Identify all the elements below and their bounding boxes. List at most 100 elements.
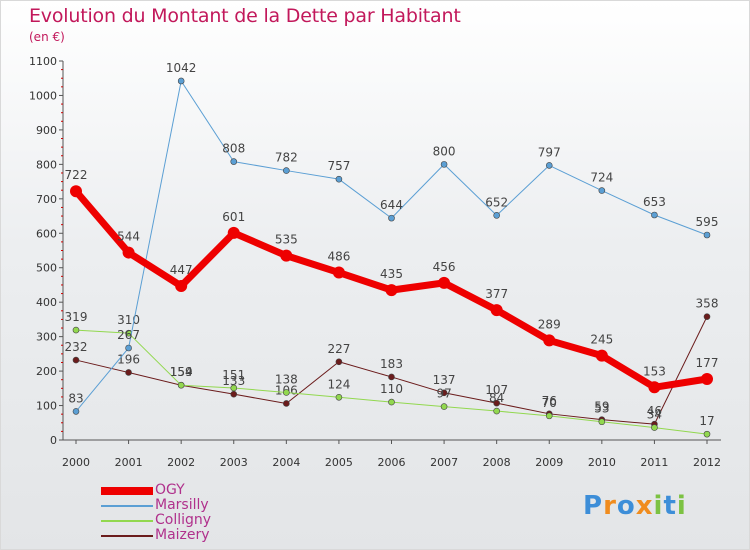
data-label-ogy: 447: [170, 263, 193, 277]
data-label-maizery: 76: [542, 394, 557, 408]
data-point-maizery: [703, 313, 711, 320]
data-label-marsilly: 757: [327, 159, 350, 173]
data-point-ogy: [280, 249, 293, 262]
data-label-marsilly: 782: [275, 151, 298, 165]
data-label-ogy: 535: [275, 233, 298, 247]
data-point-colligny: [72, 326, 80, 334]
data-label-ogy: 245: [590, 333, 613, 347]
data-label-marsilly: 652: [485, 195, 508, 209]
data-point-colligny: [283, 389, 290, 396]
legend-swatch: [101, 504, 153, 507]
data-label-colligny: 138: [275, 372, 298, 386]
logo-letter: i: [653, 491, 664, 521]
data-label-ogy: 544: [117, 230, 140, 244]
data-point-maizery: [72, 356, 80, 364]
data-label-ogy: 486: [327, 250, 350, 264]
data-label-maizery: 227: [327, 342, 350, 356]
data-label-colligny: 70: [542, 396, 557, 410]
data-label-ogy: 177: [696, 356, 719, 370]
data-point-colligny: [335, 393, 343, 401]
y-tick-label: 800: [36, 158, 57, 171]
data-label-colligny: 34: [647, 408, 662, 422]
legend-label: OGY: [155, 482, 185, 498]
legend-item-colligny: Colligny: [101, 513, 211, 528]
logo-letter: x: [635, 491, 654, 521]
data-label-ogy: 601: [222, 210, 245, 224]
data-point-marsilly: [598, 187, 606, 194]
legend-item-maizery: Maizery: [101, 528, 211, 543]
data-point-marsilly: [651, 211, 658, 219]
data-label-colligny: 84: [489, 391, 504, 405]
proxiti-logo: Proxiti: [583, 491, 687, 521]
data-label-maizery: 183: [380, 357, 403, 371]
data-label-maizery: 232: [65, 340, 88, 354]
y-tick-label: 500: [36, 262, 57, 275]
legend-label: Marsilly: [155, 497, 209, 513]
data-point-maizery: [230, 390, 238, 398]
y-tick-label: 900: [36, 124, 57, 137]
data-label-marsilly: 653: [643, 195, 666, 209]
y-tick-label: 0: [50, 434, 57, 447]
data-point-colligny: [177, 381, 185, 389]
data-label-ogy: 153: [643, 364, 666, 378]
data-label-colligny: 17: [699, 414, 714, 428]
data-label-colligny: 97: [436, 387, 451, 401]
x-tick-label: 2002: [167, 456, 195, 469]
data-point-maizery: [440, 389, 448, 397]
data-point-colligny: [651, 424, 658, 431]
chart-legend: OGY Marsilly Colligny Maizery: [101, 483, 211, 543]
data-point-marsilly: [72, 408, 80, 415]
data-label-marsilly: 644: [380, 198, 403, 212]
data-label-ogy: 289: [538, 317, 561, 331]
data-point-ogy: [490, 304, 503, 317]
data-point-colligny: [703, 430, 711, 438]
data-label-marsilly: 267: [117, 328, 140, 342]
data-label-marsilly: 800: [433, 144, 456, 158]
data-point-marsilly: [545, 162, 553, 169]
data-point-ogy: [543, 334, 556, 347]
data-point-ogy: [332, 266, 345, 279]
x-tick-label: 2007: [430, 456, 458, 469]
y-tick-label: 600: [36, 227, 57, 240]
data-point-ogy: [648, 381, 661, 394]
data-point-maizery: [388, 373, 395, 381]
data-label-ogy: 456: [433, 260, 456, 274]
logo-letter: i: [676, 491, 687, 521]
data-label-marsilly: 83: [68, 391, 83, 405]
data-point-maizery: [125, 369, 132, 376]
data-label-ogy: 722: [65, 168, 88, 182]
data-point-colligny: [493, 407, 500, 415]
legend-swatch: [101, 519, 153, 522]
data-label-ogy: 435: [380, 267, 403, 281]
data-label-marsilly: 595: [696, 215, 719, 229]
y-tick-label: 100: [36, 400, 57, 413]
data-point-ogy: [701, 373, 713, 386]
data-point-marsilly: [230, 158, 238, 165]
data-label-marsilly: 1042: [166, 61, 197, 75]
logo-letter: r: [603, 491, 617, 521]
data-point-ogy: [175, 279, 188, 292]
data-point-marsilly: [440, 161, 448, 168]
chart-subtitle: (en €): [29, 30, 65, 44]
logo-letter: o: [616, 491, 636, 521]
data-point-ogy: [385, 284, 398, 297]
x-tick-label: 2008: [483, 456, 511, 469]
y-tick-label: 700: [36, 193, 57, 206]
data-label-maizery: 107: [485, 383, 508, 397]
y-tick-label: 200: [36, 365, 57, 378]
x-tick-label: 2000: [62, 456, 90, 469]
data-point-colligny: [598, 418, 606, 426]
y-tick-label: 400: [36, 296, 57, 309]
data-label-marsilly: 724: [590, 171, 613, 185]
x-tick-label: 2004: [272, 456, 300, 469]
data-point-maizery: [335, 358, 343, 366]
x-tick-label: 2001: [115, 456, 143, 469]
x-tick-label: 2003: [220, 456, 248, 469]
data-point-colligny: [230, 384, 238, 392]
logo-letter: t: [663, 491, 677, 521]
x-tick-label: 2005: [325, 456, 353, 469]
data-point-marsilly: [283, 167, 290, 174]
data-point-ogy: [70, 185, 82, 198]
